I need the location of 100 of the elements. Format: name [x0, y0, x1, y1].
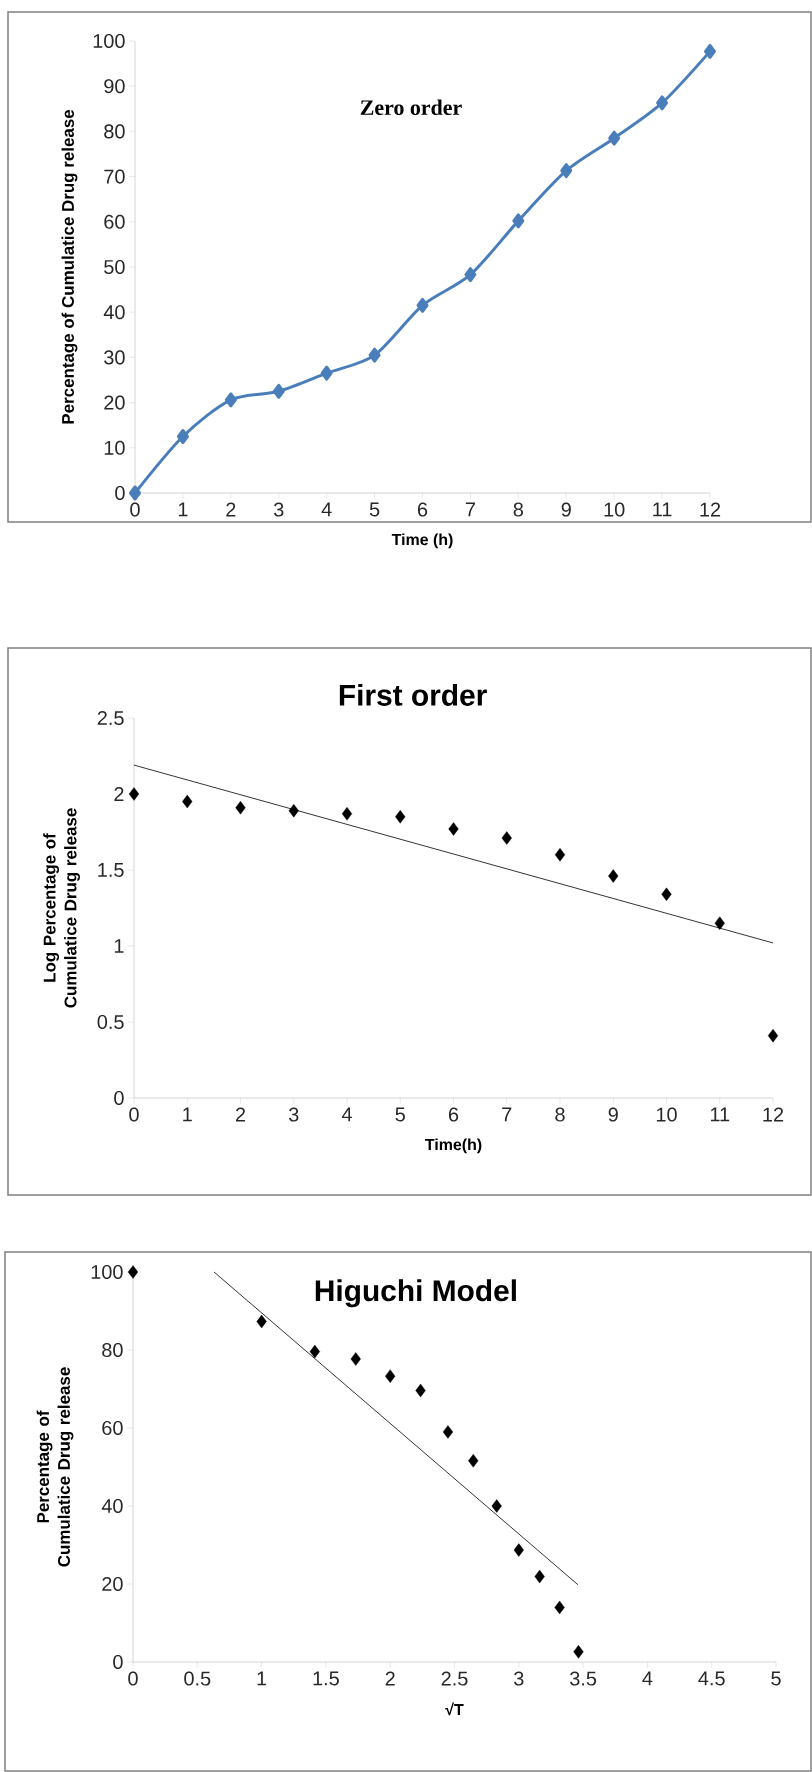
- y-tick-label: 60: [104, 214, 125, 229]
- x-tick-label: 3: [514, 1671, 524, 1686]
- x-tick-label: 11: [653, 502, 672, 517]
- point: [272, 383, 285, 399]
- point: [129, 485, 141, 501]
- point: [468, 1454, 479, 1468]
- x-tick-label: 8: [555, 1107, 565, 1122]
- point: [464, 267, 477, 283]
- text: Zero order: [360, 99, 462, 116]
- point: [608, 130, 621, 146]
- point: [560, 163, 573, 179]
- y-axis-title: Percentage of Cumulatice Drug release: [61, 109, 78, 424]
- point: [767, 1028, 779, 1043]
- point: [534, 1569, 545, 1584]
- x-axis-title: √T: [445, 1702, 464, 1716]
- point: [320, 365, 333, 381]
- y-tick-label: 100: [93, 33, 125, 49]
- y-tick-label: 2.5: [97, 710, 124, 726]
- y-tick-label: 10: [104, 440, 125, 455]
- x-tick-label: 5: [395, 1107, 405, 1122]
- point: [513, 1543, 524, 1557]
- x-tick-label: 2: [226, 502, 236, 517]
- y-tick-label: 90: [104, 79, 125, 94]
- y-tick-label: 40: [101, 1498, 123, 1514]
- point: [448, 822, 459, 836]
- point: [714, 916, 725, 930]
- x-tick-label: 1.5: [313, 1671, 339, 1686]
- point: [385, 1369, 396, 1383]
- point: [704, 43, 717, 59]
- y-tick-label: 40: [103, 305, 125, 320]
- x-tick-label: 4: [642, 1671, 653, 1686]
- point: [224, 392, 237, 408]
- chart-title: Higuchi Model: [315, 1279, 516, 1308]
- x-tick-label: 0: [130, 502, 140, 517]
- y-tick-label: 80: [104, 124, 125, 139]
- x-tick-label: 4: [321, 502, 332, 517]
- point: [442, 1425, 454, 1439]
- y-tick-label: 70: [104, 169, 125, 184]
- y-axis-title: Percentage of Cumulatice Drug release: [36, 1367, 74, 1567]
- x-tick-label: 7: [502, 1107, 512, 1122]
- y-axis-title: Log Percentage of Cumulatice Drug release: [43, 808, 80, 1008]
- x-tick-label: 4.5: [698, 1671, 725, 1686]
- point: [416, 297, 429, 313]
- y-tick-label: 30: [104, 350, 125, 365]
- x-tick-label: 9: [561, 502, 571, 517]
- point: [368, 347, 381, 363]
- x-tick-label: 1: [257, 1671, 267, 1686]
- y-tick-label: 20: [104, 395, 125, 410]
- x-tick-label: 12: [700, 502, 721, 517]
- y-tick-label: 2: [114, 787, 124, 801]
- point: [608, 869, 619, 883]
- point: [341, 807, 353, 821]
- x-tick-label: 2: [235, 1107, 246, 1122]
- x-tick-label: 2: [385, 1671, 395, 1686]
- y-tick-label: 60: [102, 1420, 123, 1436]
- x-tick-label: 1: [178, 502, 188, 517]
- point: [128, 787, 140, 801]
- y-tick-label: 1: [114, 939, 124, 953]
- point: [512, 213, 525, 229]
- point: [350, 1352, 361, 1366]
- chart-title: First order: [339, 683, 487, 706]
- y-tick-label: 20: [102, 1576, 123, 1592]
- point: [309, 1344, 320, 1359]
- point: [127, 1265, 139, 1279]
- x-tick-label: 1: [183, 1107, 192, 1122]
- x-tick-label: 5: [771, 1671, 781, 1686]
- point: [501, 831, 512, 845]
- x-tick-label: 10: [604, 502, 625, 517]
- x-tick-label: 0.5: [184, 1671, 211, 1686]
- x-tick-label: 2.5: [441, 1671, 468, 1686]
- point: [415, 1383, 426, 1398]
- point: [491, 1499, 502, 1513]
- x-tick-label: 0: [128, 1671, 138, 1686]
- x-tick-label: 5: [369, 502, 380, 517]
- point: [554, 1600, 565, 1615]
- point: [288, 804, 299, 818]
- x-tick-label: 6: [448, 1107, 459, 1122]
- x-tick-label: 6: [417, 502, 428, 517]
- y-tick-label: 1.5: [98, 863, 124, 877]
- point: [554, 848, 566, 862]
- x-tick-label: 0: [129, 1107, 139, 1122]
- x-tick-label: 9: [608, 1107, 618, 1122]
- x-tick-label: 7: [465, 502, 475, 517]
- y-tick-label: 0: [114, 1090, 124, 1106]
- y-tick-label: 0: [115, 485, 125, 501]
- y-tick-label: 50: [104, 259, 125, 275]
- x-tick-label: 12: [763, 1107, 784, 1122]
- point: [395, 810, 406, 824]
- x-axis-title: Time(h): [425, 1138, 482, 1154]
- point: [656, 95, 669, 111]
- x-tick-label: 11: [710, 1107, 730, 1122]
- point: [573, 1645, 584, 1659]
- y-tick-label: 0.5: [97, 1014, 124, 1030]
- x-tick-label: 4: [341, 1107, 352, 1122]
- y-tick-label: 80: [102, 1342, 123, 1358]
- point: [176, 428, 189, 444]
- point: [235, 800, 246, 815]
- x-tick-label: 8: [513, 502, 524, 517]
- point: [182, 794, 193, 809]
- x-tick-label: 3.5: [570, 1671, 597, 1686]
